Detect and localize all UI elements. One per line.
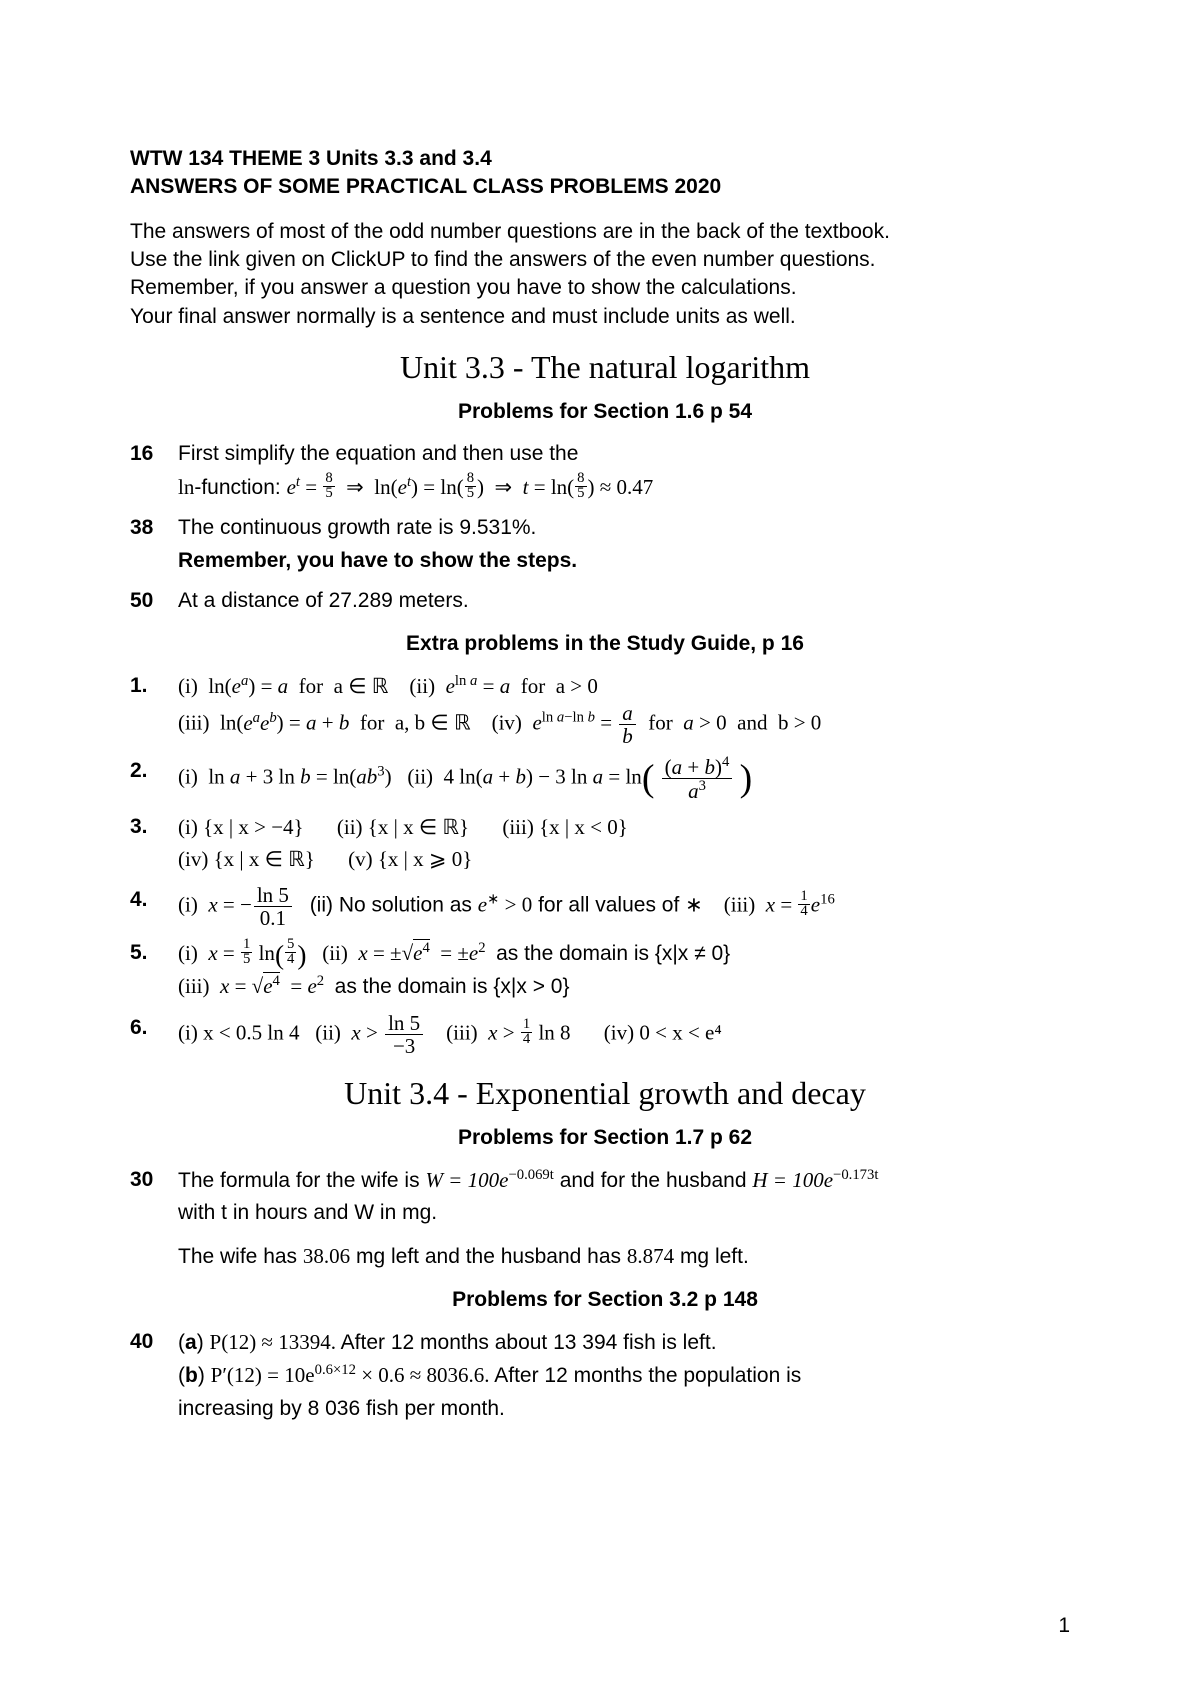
q6-num: 6. (130, 1012, 178, 1057)
unit34-title: Unit 3.4 - Exponential growth and decay (130, 1075, 1080, 1112)
q3-body: (i) {x | x > −4} (ii) {x | x ∈ ℝ} (iii) … (178, 811, 1080, 876)
extra-q4: 4. (i) x = −ln 50.1 (ii) No solution as … (130, 884, 1080, 929)
q16-num: 16 (130, 438, 178, 504)
header-line2: ANSWERS OF SOME PRACTICAL CLASS PROBLEMS… (130, 173, 1080, 201)
q38-body: The continuous growth rate is 9.531%. Re… (178, 512, 1080, 577)
extra-q2: 2. (i) ln a + 3 ln b = ln(ab3) (ii) 4 ln… (130, 755, 1080, 802)
q40: 40 (a) P(12) ≈ 13394. After 12 months ab… (130, 1326, 1080, 1426)
q30: 30 The formula for the wife is W = 100e−… (130, 1164, 1080, 1274)
extra-q1: 1. (i) ln(ea) = a for a ∈ ℝ (ii) eln a =… (130, 670, 1080, 748)
q16-line1: First simplify the equation and then use… (178, 442, 578, 465)
q4-body: (i) x = −ln 50.1 (ii) No solution as e∗ … (178, 884, 1080, 929)
q16: 16 First simplify the equation and then … (130, 438, 1080, 504)
q6-body: (i) x < 0.5 ln 4 (ii) x > ln 5−3 (iii) x… (178, 1012, 1080, 1057)
extra-q5: 5. (i) x = 15 ln(54) (ii) x = ±√e4 = ±e2… (130, 937, 1080, 1004)
q2-num: 2. (130, 755, 178, 802)
q16-eq: et = 85 ⇒ ln(et) = ln(85) ⇒ t = ln(85) ≈… (287, 475, 654, 499)
q38-remember: Remember, you have to show the steps. (178, 549, 577, 572)
unit34-section-a: Problems for Section 1.7 p 62 (130, 1126, 1080, 1150)
intro-l3: Remember, if you answer a question you h… (130, 274, 1080, 302)
q3-num: 3. (130, 811, 178, 876)
unit34-section-b: Problems for Section 3.2 p 148 (130, 1288, 1080, 1312)
q50-body: At a distance of 27.289 meters. (178, 585, 1080, 618)
q16-ln: ln (178, 475, 194, 499)
q1-num: 1. (130, 670, 178, 748)
q4-num: 4. (130, 884, 178, 929)
q5-body: (i) x = 15 ln(54) (ii) x = ±√e4 = ±e2 as… (178, 937, 1080, 1004)
unit33-section-b: Extra problems in the Study Guide, p 16 (130, 632, 1080, 656)
q16-func-label: -function: (194, 476, 286, 499)
q40-num: 40 (130, 1326, 178, 1426)
q38-text: The continuous growth rate is 9.531%. (178, 516, 536, 539)
intro-block: The answers of most of the odd number qu… (130, 218, 1080, 331)
q50: 50 At a distance of 27.289 meters. (130, 585, 1080, 618)
q30-num: 30 (130, 1164, 178, 1274)
intro-l4: Your final answer normally is a sentence… (130, 303, 1080, 331)
q38-num: 38 (130, 512, 178, 577)
q50-num: 50 (130, 585, 178, 618)
q30-body: The formula for the wife is W = 100e−0.0… (178, 1164, 1080, 1274)
q1-body: (i) ln(ea) = a for a ∈ ℝ (ii) eln a = a … (178, 670, 1080, 748)
q16-body: First simplify the equation and then use… (178, 438, 1080, 504)
intro-l2: Use the link given on ClickUP to find th… (130, 246, 1080, 274)
page-number: 1 (1058, 1614, 1070, 1638)
intro-l1: The answers of most of the odd number qu… (130, 218, 1080, 246)
header-line1: WTW 134 THEME 3 Units 3.3 and 3.4 (130, 145, 1080, 173)
unit33-title: Unit 3.3 - The natural logarithm (130, 349, 1080, 386)
q38: 38 The continuous growth rate is 9.531%.… (130, 512, 1080, 577)
q5-num: 5. (130, 937, 178, 1004)
q2-body: (i) ln a + 3 ln b = ln(ab3) (ii) 4 ln(a … (178, 755, 1080, 802)
extra-q6: 6. (i) x < 0.5 ln 4 (ii) x > ln 5−3 (iii… (130, 1012, 1080, 1057)
q40-body: (a) P(12) ≈ 13394. After 12 months about… (178, 1326, 1080, 1426)
extra-q3: 3. (i) {x | x > −4} (ii) {x | x ∈ ℝ} (ii… (130, 811, 1080, 876)
unit33-section-a: Problems for Section 1.6 p 54 (130, 400, 1080, 424)
page: WTW 134 THEME 3 Units 3.3 and 3.4 ANSWER… (0, 0, 1200, 1698)
